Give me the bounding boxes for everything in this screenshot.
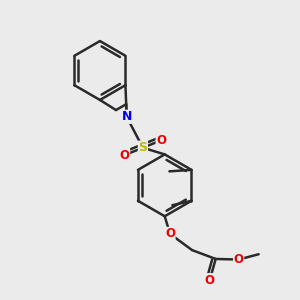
Text: O: O — [234, 253, 244, 266]
Text: O: O — [120, 148, 130, 162]
Text: O: O — [156, 134, 166, 147]
Text: S: S — [138, 141, 147, 154]
Text: N: N — [122, 110, 132, 123]
Text: O: O — [165, 227, 175, 240]
Text: O: O — [205, 274, 215, 286]
